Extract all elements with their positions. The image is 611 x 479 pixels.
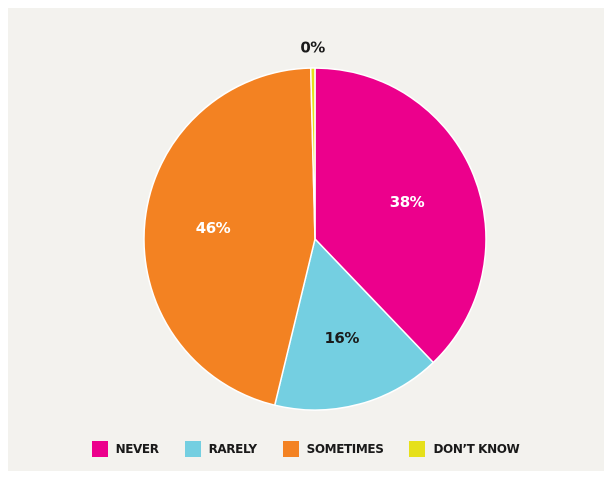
pie-slice-rarely (273, 238, 434, 411)
slice-value-label: 46% (196, 219, 231, 237)
pie-slice-sometimes (143, 67, 316, 406)
pie-slice-don-t-know (309, 67, 316, 240)
legend-item: SOMETIMES (282, 441, 384, 457)
slice-value-label: 38% (390, 193, 425, 211)
legend-swatch (91, 441, 108, 457)
legend-label: DON’T KNOW (433, 442, 520, 456)
legend-item: NEVER (91, 441, 159, 457)
legend-swatch (184, 441, 201, 457)
legend-item: RARELY (184, 441, 257, 457)
legend-label: NEVER (115, 442, 159, 456)
legend: NEVER RARELY SOMETIMES DON’T KNOW (0, 438, 611, 460)
legend-label: SOMETIMES (306, 442, 384, 456)
slice-value-label: 16% (324, 329, 359, 347)
slice-value-label: 0% (300, 39, 325, 57)
legend-swatch (282, 441, 299, 457)
pie-slice-never (314, 67, 487, 364)
legend-swatch (409, 441, 426, 457)
legend-label: RARELY (208, 442, 257, 456)
legend-item: DON’T KNOW (409, 441, 520, 457)
